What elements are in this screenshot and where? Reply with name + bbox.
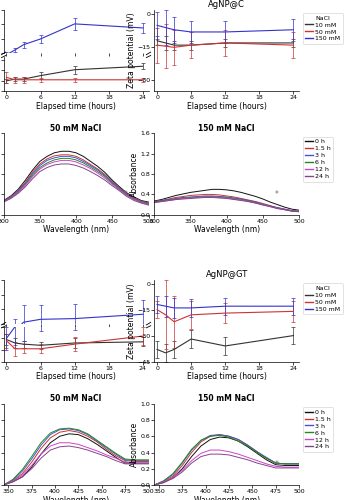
Y-axis label: Absorbance: Absorbance: [130, 152, 139, 196]
X-axis label: Elapsed time (hours): Elapsed time (hours): [36, 372, 116, 381]
Text: *: *: [124, 190, 128, 199]
Legend: 0 h, 1.5 h, 3 h, 6 h, 12 h, 24 h: 0 h, 1.5 h, 3 h, 6 h, 12 h, 24 h: [303, 136, 333, 182]
Title: 50 mM NaCl: 50 mM NaCl: [50, 394, 102, 403]
Title: 150 mM NaCl: 150 mM NaCl: [198, 394, 255, 403]
X-axis label: Elapsed time (hours): Elapsed time (hours): [187, 102, 266, 111]
Y-axis label: Absorbance: Absorbance: [130, 422, 139, 467]
Legend: 0 h, 1.5 h, 3 h, 6 h, 12 h, 24 h: 0 h, 1.5 h, 3 h, 6 h, 12 h, 24 h: [303, 407, 333, 452]
X-axis label: Elapsed time (hours): Elapsed time (hours): [36, 102, 116, 111]
X-axis label: Wavelength (nm): Wavelength (nm): [43, 226, 109, 234]
Y-axis label: Zeta potential (mV): Zeta potential (mV): [127, 283, 135, 358]
Title: 50 mM NaCl: 50 mM NaCl: [50, 124, 102, 132]
Title: AgNP@GT: AgNP@GT: [206, 270, 248, 280]
Title: 150 mM NaCl: 150 mM NaCl: [198, 124, 255, 132]
X-axis label: Wavelength (nm): Wavelength (nm): [194, 226, 260, 234]
Text: *: *: [274, 190, 278, 199]
Text: *: *: [124, 460, 128, 469]
Y-axis label: Zeta potential (mV): Zeta potential (mV): [127, 13, 135, 88]
X-axis label: Wavelength (nm): Wavelength (nm): [194, 496, 260, 500]
Legend: 10 mM, 50 mM, 150 mM: 10 mM, 50 mM, 150 mM: [303, 13, 343, 44]
Text: *: *: [274, 460, 278, 469]
Legend: 10 mM, 50 mM, 150 mM: 10 mM, 50 mM, 150 mM: [303, 284, 343, 314]
Title: AgNP@C: AgNP@C: [208, 0, 245, 9]
X-axis label: Elapsed time (hours): Elapsed time (hours): [187, 372, 266, 381]
X-axis label: Wavelength (nm): Wavelength (nm): [43, 496, 109, 500]
